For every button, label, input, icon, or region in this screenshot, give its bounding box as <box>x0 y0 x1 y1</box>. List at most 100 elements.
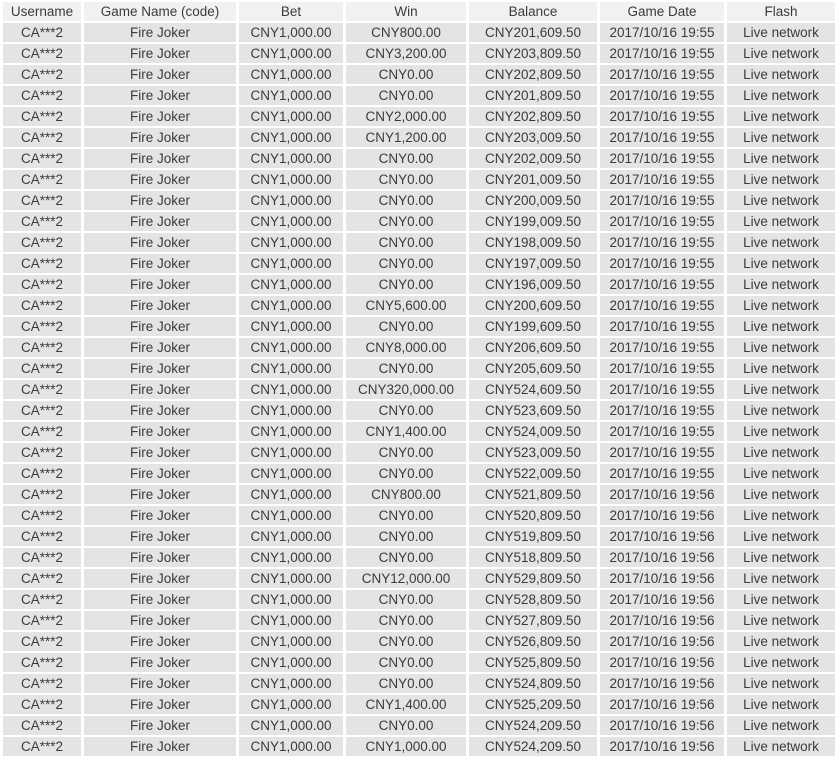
balance-cell: CNY205,609.50 <box>469 359 597 378</box>
table-row: CA***2 Fire Joker CNY1,000.00 CNY320,000.00… <box>3 380 835 399</box>
username-cell: CA***2 <box>3 590 81 609</box>
bet-cell: CNY1,000.00 <box>239 632 343 651</box>
bet-cell: CNY1,000.00 <box>239 506 343 525</box>
username-cell: CA***2 <box>3 275 81 294</box>
win-cell: CNY0.00 <box>346 674 466 693</box>
game-date-cell: 2017/10/16 19:56 <box>600 674 724 693</box>
bet-cell: CNY1,000.00 <box>239 149 343 168</box>
bet-cell: CNY1,000.00 <box>239 254 343 273</box>
bet-cell: CNY1,000.00 <box>239 548 343 567</box>
table-row: CA***2 Fire Joker CNY1,000.00 CNY12,000.00 C… <box>3 569 835 588</box>
flash-cell: Live network <box>727 233 835 252</box>
bet-cell: CNY1,000.00 <box>239 653 343 672</box>
col-header-game-name: Game Name (code) <box>84 2 236 21</box>
balance-cell: CNY518,809.50 <box>469 548 597 567</box>
balance-cell: CNY203,809.50 <box>469 44 597 63</box>
flash-cell: Live network <box>727 485 835 504</box>
table-row: CA***2 Fire Joker CNY1,000.00 CNY0.00 CNY526… <box>3 632 835 651</box>
username-cell: CA***2 <box>3 107 81 126</box>
win-cell: CNY0.00 <box>346 716 466 735</box>
game-name-cell: Fire Joker <box>84 737 236 756</box>
game-name-cell: Fire Joker <box>84 359 236 378</box>
flash-cell: Live network <box>727 296 835 315</box>
win-cell: CNY800.00 <box>346 23 466 42</box>
game-date-cell: 2017/10/16 19:56 <box>600 590 724 609</box>
flash-cell: Live network <box>727 380 835 399</box>
bet-cell: CNY1,000.00 <box>239 716 343 735</box>
table-row: CA***2 Fire Joker CNY1,000.00 CNY0.00 CNY518… <box>3 548 835 567</box>
balance-cell: CNY524,209.50 <box>469 737 597 756</box>
col-header-balance: Balance <box>469 2 597 21</box>
balance-cell: CNY528,809.50 <box>469 590 597 609</box>
win-cell: CNY0.00 <box>346 590 466 609</box>
username-cell: CA***2 <box>3 296 81 315</box>
game-name-cell: Fire Joker <box>84 296 236 315</box>
balance-cell: CNY206,609.50 <box>469 338 597 357</box>
game-name-cell: Fire Joker <box>84 653 236 672</box>
game-date-cell: 2017/10/16 19:55 <box>600 338 724 357</box>
win-cell: CNY0.00 <box>346 149 466 168</box>
win-cell: CNY5,600.00 <box>346 296 466 315</box>
game-name-cell: Fire Joker <box>84 128 236 147</box>
bet-cell: CNY1,000.00 <box>239 380 343 399</box>
game-date-cell: 2017/10/16 19:56 <box>600 506 724 525</box>
game-date-cell: 2017/10/16 19:55 <box>600 191 724 210</box>
table-row: CA***2 Fire Joker CNY1,000.00 CNY0.00 CNY522… <box>3 464 835 483</box>
username-cell: CA***2 <box>3 527 81 546</box>
balance-cell: CNY202,809.50 <box>469 65 597 84</box>
bet-cell: CNY1,000.00 <box>239 674 343 693</box>
win-cell: CNY1,400.00 <box>346 695 466 714</box>
flash-cell: Live network <box>727 443 835 462</box>
win-cell: CNY0.00 <box>346 359 466 378</box>
game-date-cell: 2017/10/16 19:55 <box>600 359 724 378</box>
win-cell: CNY0.00 <box>346 275 466 294</box>
bet-cell: CNY1,000.00 <box>239 107 343 126</box>
win-cell: CNY3,200.00 <box>346 44 466 63</box>
game-date-cell: 2017/10/16 19:55 <box>600 275 724 294</box>
username-cell: CA***2 <box>3 674 81 693</box>
game-date-cell: 2017/10/16 19:56 <box>600 611 724 630</box>
username-cell: CA***2 <box>3 338 81 357</box>
table-row: CA***2 Fire Joker CNY1,000.00 CNY0.00 CNY523… <box>3 401 835 420</box>
header-row: Username Game Name (code) Bet Win Balance Gam… <box>3 2 835 21</box>
table-row: CA***2 Fire Joker CNY1,000.00 CNY800.00 CNY2… <box>3 23 835 42</box>
col-header-win: Win <box>346 2 466 21</box>
game-date-cell: 2017/10/16 19:56 <box>600 527 724 546</box>
game-name-cell: Fire Joker <box>84 338 236 357</box>
game-date-cell: 2017/10/16 19:55 <box>600 401 724 420</box>
win-cell: CNY0.00 <box>346 506 466 525</box>
username-cell: CA***2 <box>3 65 81 84</box>
win-cell: CNY1,200.00 <box>346 128 466 147</box>
table-row: CA***2 Fire Joker CNY1,000.00 CNY0.00 CNY205… <box>3 359 835 378</box>
balance-cell: CNY200,009.50 <box>469 191 597 210</box>
bet-cell: CNY1,000.00 <box>239 23 343 42</box>
username-cell: CA***2 <box>3 611 81 630</box>
username-cell: CA***2 <box>3 695 81 714</box>
table-row: CA***2 Fire Joker CNY1,000.00 CNY1,400.00 CN… <box>3 695 835 714</box>
balance-cell: CNY522,009.50 <box>469 464 597 483</box>
username-cell: CA***2 <box>3 317 81 336</box>
table-row: CA***2 Fire Joker CNY1,000.00 CNY0.00 CNY528… <box>3 590 835 609</box>
game-date-cell: 2017/10/16 19:55 <box>600 212 724 231</box>
bet-cell: CNY1,000.00 <box>239 485 343 504</box>
win-cell: CNY0.00 <box>346 401 466 420</box>
balance-cell: CNY199,609.50 <box>469 317 597 336</box>
flash-cell: Live network <box>727 653 835 672</box>
game-date-cell: 2017/10/16 19:55 <box>600 464 724 483</box>
game-name-cell: Fire Joker <box>84 86 236 105</box>
username-cell: CA***2 <box>3 254 81 273</box>
table-row: CA***2 Fire Joker CNY1,000.00 CNY0.00 CNY520… <box>3 506 835 525</box>
username-cell: CA***2 <box>3 653 81 672</box>
win-cell: CNY0.00 <box>346 527 466 546</box>
username-cell: CA***2 <box>3 86 81 105</box>
game-name-cell: Fire Joker <box>84 506 236 525</box>
username-cell: CA***2 <box>3 191 81 210</box>
table-row: CA***2 Fire Joker CNY1,000.00 CNY0.00 CNY197… <box>3 254 835 273</box>
game-name-cell: Fire Joker <box>84 674 236 693</box>
username-cell: CA***2 <box>3 485 81 504</box>
flash-cell: Live network <box>727 191 835 210</box>
table-row: CA***2 Fire Joker CNY1,000.00 CNY0.00 CNY519… <box>3 527 835 546</box>
game-date-cell: 2017/10/16 19:55 <box>600 254 724 273</box>
flash-cell: Live network <box>727 737 835 756</box>
win-cell: CNY0.00 <box>346 611 466 630</box>
